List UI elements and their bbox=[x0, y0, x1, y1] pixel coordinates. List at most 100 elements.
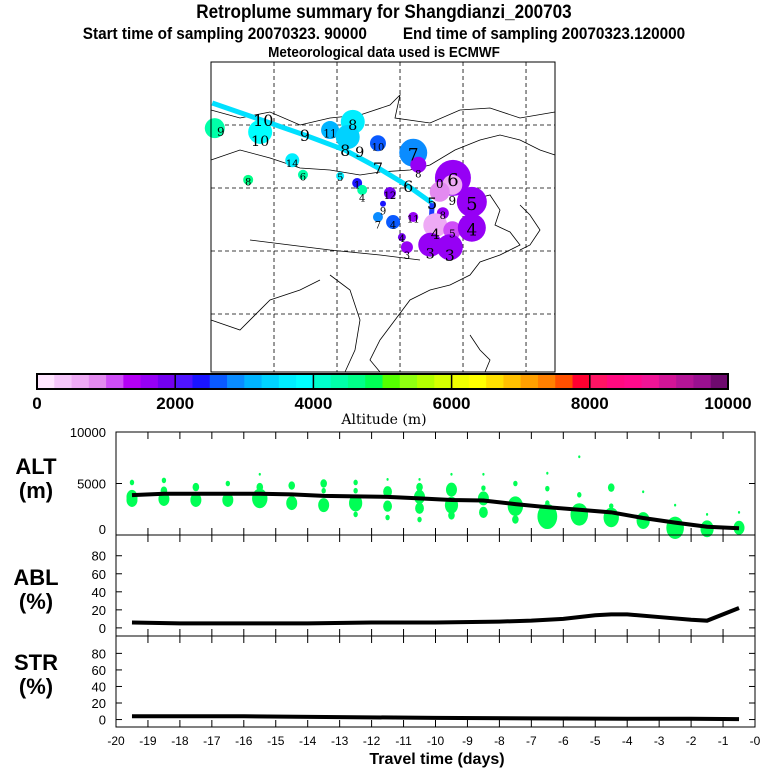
colorbar-swatch bbox=[710, 374, 729, 389]
colorbar-swatch bbox=[451, 374, 470, 389]
altitude-dot bbox=[570, 503, 589, 526]
y-tick-label: 0 bbox=[99, 713, 106, 728]
colorbar-swatch bbox=[503, 374, 522, 389]
plume-point bbox=[336, 172, 345, 181]
plume-point bbox=[380, 200, 386, 207]
colorbar-swatch bbox=[676, 374, 694, 389]
x-tick-label: -5 bbox=[590, 734, 601, 748]
plume-point-label: 7 bbox=[375, 221, 381, 232]
plume-point-label: 9 bbox=[380, 206, 386, 217]
altitude-dot bbox=[482, 472, 485, 476]
colorbar-swatch bbox=[641, 374, 660, 389]
altitude-dot bbox=[507, 496, 524, 516]
plume-point-label: 5 bbox=[337, 173, 343, 184]
alt-unit: (m) bbox=[18, 478, 54, 503]
x-tick-label: -12 bbox=[363, 734, 381, 748]
x-tick-label: -15 bbox=[267, 734, 285, 748]
altitude-dot bbox=[512, 515, 519, 524]
mean-altitude-line bbox=[131, 491, 740, 531]
coastline bbox=[469, 334, 491, 373]
colorbar-swatch bbox=[589, 374, 608, 389]
colorbar-swatch bbox=[555, 374, 574, 389]
plume-point bbox=[400, 241, 413, 254]
altitude-dot bbox=[353, 511, 358, 518]
str-unit: (%) bbox=[18, 674, 54, 699]
altitude-dot bbox=[321, 487, 326, 494]
altitude-dot bbox=[353, 487, 358, 494]
altitude-dot bbox=[225, 480, 231, 487]
plume-point-label: 3 bbox=[404, 251, 410, 262]
x-tick-label: -0 bbox=[750, 734, 761, 748]
panel-alt: 10000 5000 0 bbox=[70, 425, 756, 539]
x-tick-label: -13 bbox=[331, 734, 349, 748]
altitude-dot bbox=[450, 472, 453, 476]
altitude-dot bbox=[129, 479, 135, 486]
colorbar-tick-label: 6000 bbox=[433, 394, 471, 413]
y-tick-label: 40 bbox=[92, 679, 106, 694]
colorbar-swatch bbox=[227, 374, 245, 389]
altitude-dot bbox=[479, 506, 488, 518]
altitude-colorbar: 0 2000 4000 6000 8000 10000 Altitude (m) bbox=[32, 373, 752, 428]
y-tick-label: 20 bbox=[92, 603, 106, 618]
altitude-dot bbox=[513, 480, 518, 487]
colorbar-swatch bbox=[313, 374, 332, 389]
altitude-dot bbox=[288, 481, 296, 490]
colorbar-swatch bbox=[434, 374, 453, 389]
trajectory-day-label: 10 bbox=[253, 111, 273, 130]
colorbar-swatch bbox=[175, 374, 193, 389]
y-tick-label: 5000 bbox=[77, 477, 106, 492]
plume-point bbox=[335, 124, 360, 149]
panel-frame bbox=[115, 635, 756, 728]
plume-point-label: 11 bbox=[407, 215, 420, 226]
x-axis: -20 -19 -18 -17 -16 -15 -14 -13 -12 -11 -10 -9 -8 -7 -… bbox=[107, 734, 760, 768]
colorbar-tick-label: 0 bbox=[32, 394, 41, 413]
colorbar-swatch bbox=[365, 374, 383, 389]
coastline bbox=[210, 279, 321, 331]
altitude-dot bbox=[161, 477, 167, 484]
altitude-dot bbox=[737, 510, 741, 514]
colorbar-swatch bbox=[192, 374, 211, 389]
y-tick-label: 60 bbox=[92, 567, 106, 582]
plume-point-label: 8 bbox=[348, 118, 357, 134]
colorbar-swatch bbox=[157, 374, 176, 389]
sampling-times: Start time of sampling 20070323. 90000 En… bbox=[38, 24, 729, 44]
plume-point-label: 3 bbox=[426, 247, 435, 263]
plume-point-label: 7 bbox=[408, 145, 419, 165]
plume-point bbox=[457, 213, 486, 242]
plume-point bbox=[418, 232, 443, 257]
x-tick-label: -6 bbox=[558, 734, 569, 748]
y-tick-label: 40 bbox=[92, 585, 106, 600]
colorbar-swatch bbox=[123, 374, 142, 389]
colorbar-swatch bbox=[209, 374, 228, 389]
altitude-dot bbox=[642, 490, 645, 494]
colorbar-swatch bbox=[106, 374, 124, 389]
plume-point-label: 4 bbox=[390, 221, 396, 232]
altitude-dot bbox=[252, 488, 268, 509]
str-line bbox=[131, 714, 740, 722]
colorbar-swatch bbox=[624, 374, 643, 389]
altitude-dot bbox=[385, 514, 390, 521]
x-tick-label: -20 bbox=[107, 734, 125, 748]
plume-point bbox=[386, 215, 401, 230]
colorbar-swatch bbox=[88, 374, 107, 389]
plume-point bbox=[372, 212, 383, 222]
colorbar-swatch bbox=[658, 374, 677, 389]
colorbar-swatch bbox=[417, 374, 435, 389]
abl-unit: (%) bbox=[18, 589, 54, 614]
altitude-dot bbox=[674, 503, 677, 507]
trajectory-day-label: 8 bbox=[340, 141, 350, 160]
altitude-dot bbox=[418, 477, 421, 481]
altitude-dot bbox=[481, 485, 486, 491]
altitude-dot bbox=[353, 479, 358, 486]
y-tick-label: 0 bbox=[99, 522, 106, 537]
altitude-dot bbox=[445, 482, 457, 497]
colorbar-swatch bbox=[537, 374, 556, 389]
altitude-dot bbox=[386, 477, 389, 481]
plume-point bbox=[408, 212, 419, 222]
plume-point bbox=[410, 156, 427, 173]
colorbar-swatch bbox=[347, 374, 366, 389]
x-tick-label: -3 bbox=[654, 734, 665, 748]
colorbar-swatch bbox=[330, 374, 349, 389]
